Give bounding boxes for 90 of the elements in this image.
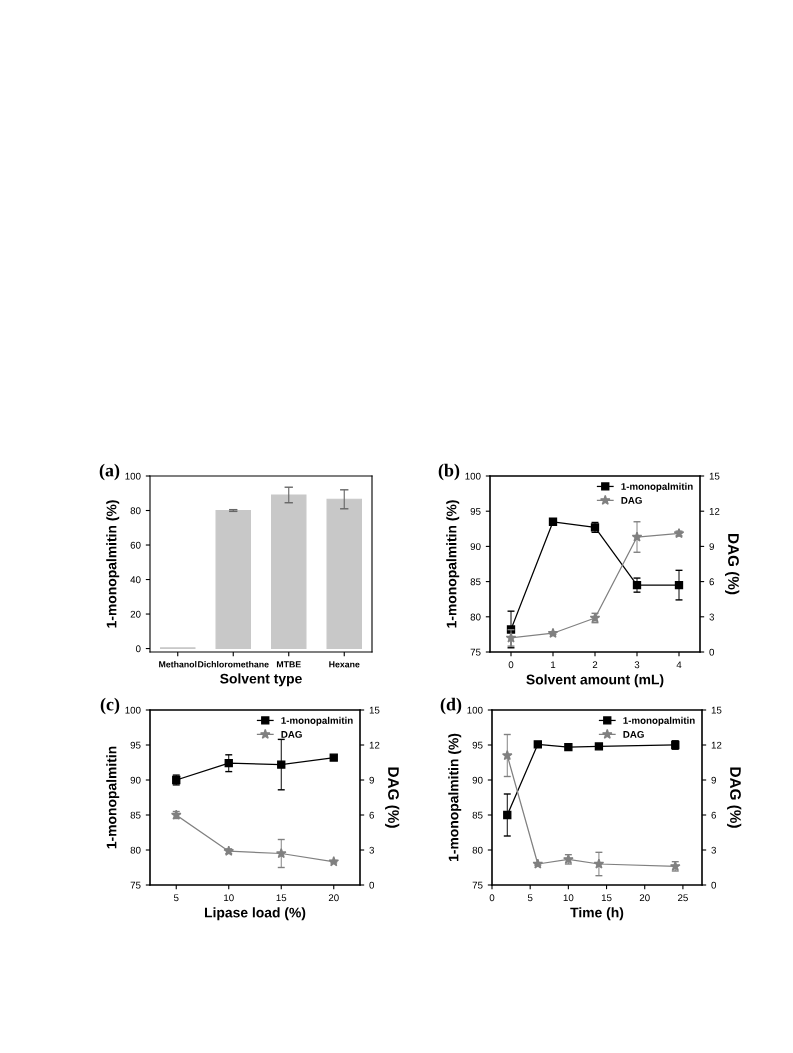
y2-tick-label: 3 [711,846,717,854]
point [594,742,604,751]
bar [270,494,307,650]
x-axis-title: Solvent amount (mL) [526,674,664,688]
x-tick-label: 15 [601,894,612,902]
y-tick-label: 95 [130,741,141,749]
y-tick-label: 90 [130,776,141,784]
point [564,742,573,752]
x-tick-label: Hexane [329,661,360,668]
y-tick-label: 85 [470,578,481,586]
y-tick-label: 100 [465,472,481,480]
y-tick-label: 85 [130,811,141,819]
y2-tick-label: 6 [709,578,715,586]
y-tick-label: 80 [130,507,141,515]
legend-label: DAG [623,730,644,738]
y2-tick-label: 15 [709,472,720,480]
y2-tick-label: 9 [711,776,716,784]
x-tick-label: 10 [563,894,574,902]
y2-tick-label: 15 [711,706,722,714]
y-tick-label: 80 [130,846,141,854]
y-tick-label: 60 [130,541,141,549]
x-tick-label: 20 [328,894,339,902]
chart-title: (b) [438,463,460,481]
y-tick-label: 100 [467,706,483,714]
y-tick-label: 75 [470,648,481,656]
x-tick-label: 10 [224,894,234,902]
y2-tick-label: 0 [709,648,715,656]
x-tick-label: 0 [489,894,495,902]
point [548,517,558,526]
bar [326,498,363,650]
x-tick-label: 25 [677,894,688,902]
y-tick-label: 75 [472,881,483,889]
y2-tick-label: 3 [369,846,375,854]
x-axis-title: Time (h) [570,907,624,921]
y-tick-label: 20 [130,610,141,618]
y-tick-label: 75 [130,881,141,889]
y2-tick-label: 0 [369,881,375,889]
y2-axis-title: DAG (%) [727,767,742,828]
y-axis-title: 1-monopalmitin (%) [448,733,462,862]
x-tick-label: Methanol [159,661,197,668]
y2-tick-label: 12 [369,741,380,749]
y2-tick-label: 3 [709,613,715,621]
x-tick-label: 5 [173,894,179,902]
y-tick-label: 80 [470,613,481,621]
y2-axis-title: DAG (%) [385,767,400,828]
y-tick-label: 100 [125,706,141,714]
chart-title: (c) [100,697,120,715]
y2-tick-label: 6 [711,811,717,819]
y-axis-title: 1-monopalmitin [106,746,120,849]
y-axis-title: 1-monopalmitin (%) [446,500,460,628]
y2-tick-label: 0 [711,881,717,889]
bar [215,509,252,650]
y-tick-label: 80 [472,846,483,854]
y-tick-label: 90 [472,776,483,784]
y-tick-label: 90 [470,543,481,551]
x-tick-label: 4 [676,661,682,669]
x-tick-label: 2 [592,661,598,669]
x-axis-title: Solvent type [220,673,302,687]
x-tick-label: 5 [527,894,533,902]
y-tick-label: 85 [472,811,483,819]
x-tick-label: 20 [639,894,650,902]
x-tick-label: 1 [551,661,556,669]
y-tick-label: 40 [130,576,141,584]
y-tick-label: 95 [472,741,483,749]
y2-tick-label: 12 [709,507,720,515]
x-tick-label: 0 [508,661,514,669]
y2-tick-label: 6 [369,811,375,819]
y2-tick-label: 12 [711,741,722,749]
legend-label: DAG [621,496,642,504]
y2-tick-label: 15 [369,706,380,714]
x-axis-title: Lipase load (%) [205,907,306,921]
x-tick-label: 3 [634,661,640,669]
x-tick-label: 15 [276,894,287,902]
y-tick-label: 100 [125,472,141,480]
chart-title: (a) [99,463,120,481]
point [329,753,338,762]
legend-label: 1-monopalmitin [621,482,693,492]
y2-tick-label: 9 [369,776,374,784]
point [277,760,286,769]
x-tick-label: Dichloromethane [198,661,269,668]
y2-tick-label: 9 [709,543,714,551]
y2-axis-title: DAG (%) [725,534,740,595]
x-tick-label: MTBE [276,661,301,668]
y-tick-label: 0 [135,645,141,653]
y-tick-label: 95 [470,507,481,515]
legend-label: 1-monopalmitin [281,716,353,726]
legend-label: DAG [281,730,302,738]
legend-label: 1-monopalmitin [623,716,695,726]
chart-title: (d) [440,697,462,715]
y-axis-title: 1-monopalmitin (%) [106,500,120,628]
